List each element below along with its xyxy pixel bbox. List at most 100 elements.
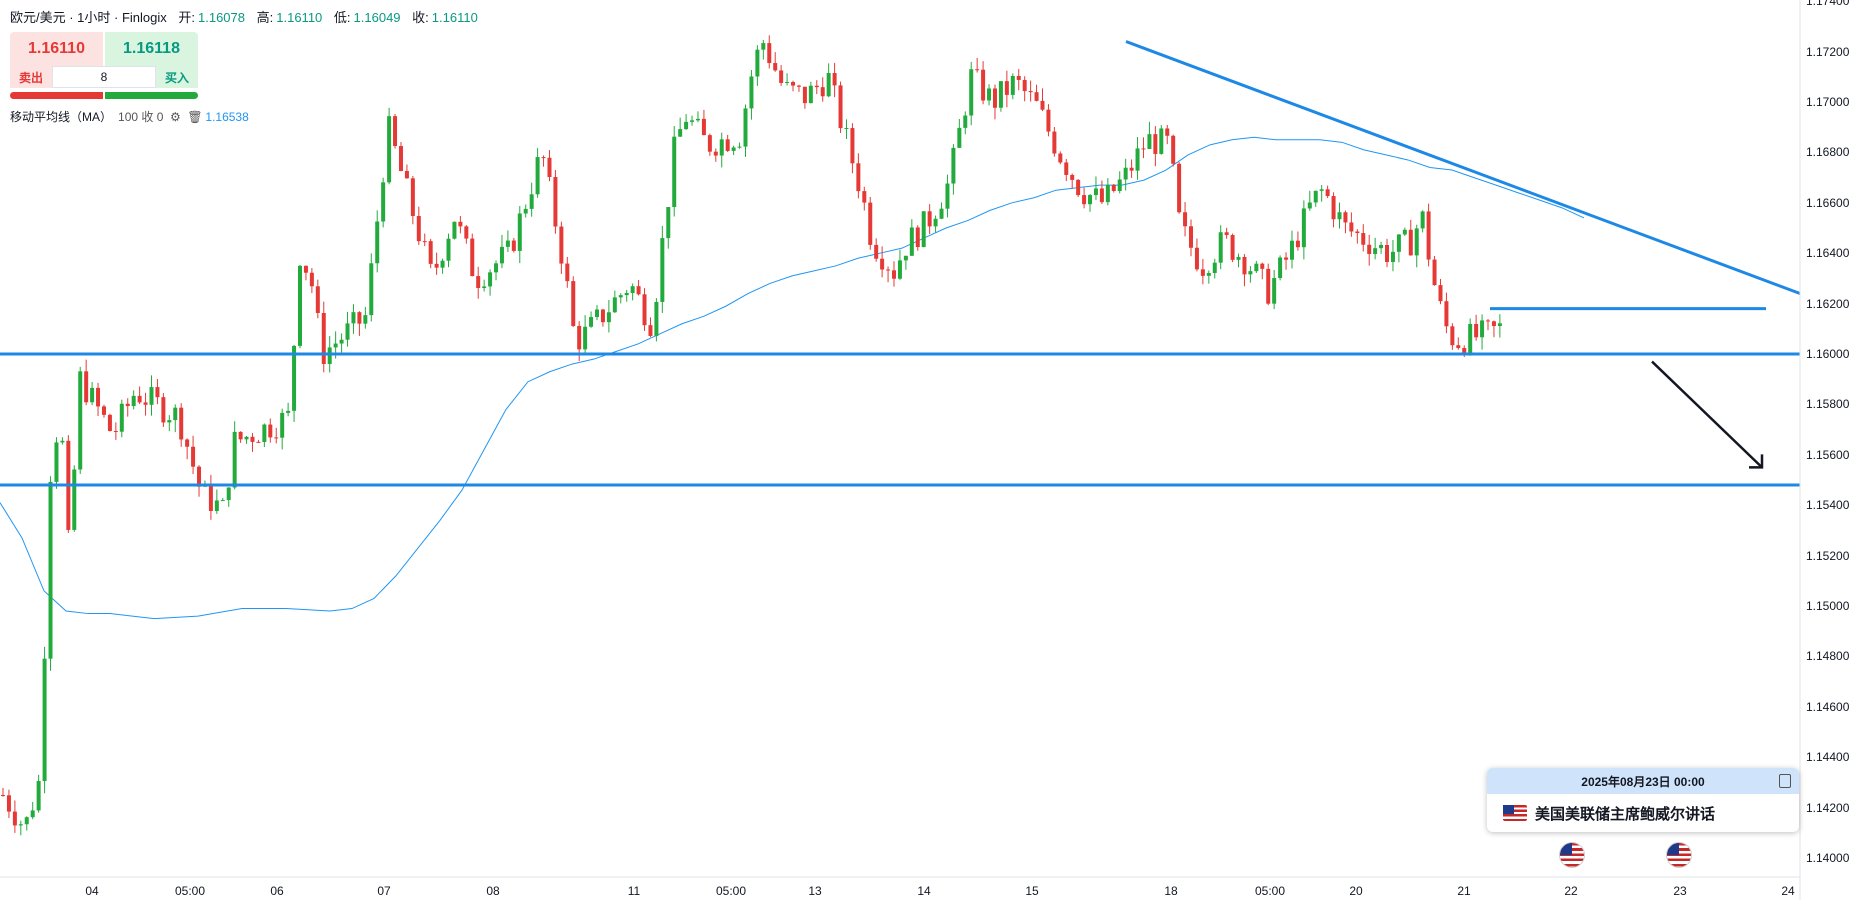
event-header: 2025年08月23日 00:00 — [1487, 768, 1799, 794]
candle — [992, 84, 997, 120]
candle — [464, 225, 469, 244]
candle — [892, 261, 896, 287]
candle — [939, 202, 944, 220]
candle — [565, 256, 570, 288]
candle — [398, 142, 403, 172]
candle — [363, 306, 368, 329]
candle — [1093, 176, 1098, 201]
candle — [1004, 70, 1009, 108]
x-tick-label: 08 — [486, 884, 500, 898]
x-tick-label: 06 — [270, 884, 284, 898]
settings-gear-icon[interactable]: ⚙ — [170, 109, 181, 124]
sell-price-button[interactable]: 1.16110 — [10, 32, 103, 66]
buy-button[interactable]: 买入 — [156, 66, 198, 88]
candle — [725, 134, 730, 152]
candle — [844, 119, 849, 140]
candle — [1183, 202, 1188, 237]
candle — [428, 238, 433, 269]
candle — [618, 293, 623, 304]
candle — [24, 816, 29, 831]
candle — [761, 39, 766, 60]
candle — [1468, 318, 1473, 356]
forecast-arrow-head — [1749, 454, 1764, 469]
us-flag-icon — [1503, 805, 1527, 821]
event-title: 美国美联储主席鲍威尔讲话 — [1535, 805, 1716, 823]
candle — [684, 114, 689, 130]
candle — [369, 253, 374, 322]
descending-trendline — [1125, 40, 1801, 295]
candle — [886, 266, 891, 283]
candle — [191, 435, 196, 475]
candle — [856, 153, 861, 199]
candle — [589, 311, 594, 328]
candle — [1414, 224, 1419, 268]
candle — [1385, 238, 1390, 268]
candle — [874, 238, 879, 262]
y-tick-label: 1.17400 — [1806, 0, 1850, 9]
candle — [1254, 260, 1259, 273]
candle — [321, 301, 326, 373]
candle — [137, 386, 142, 405]
candle — [345, 311, 350, 347]
candle — [48, 476, 53, 671]
ma-indicator-legend: 移动平均线（MA） 100 收 0 ⚙ 🗑 1.16538 — [10, 108, 249, 125]
candle — [303, 265, 308, 281]
candle — [1177, 162, 1182, 214]
candle — [814, 80, 819, 95]
candle — [1343, 210, 1348, 234]
candle — [666, 206, 671, 249]
candle — [802, 86, 807, 109]
candle — [197, 465, 202, 497]
candle — [173, 404, 178, 433]
ma-name[interactable]: 移动平均线（MA） — [10, 110, 113, 124]
candle — [1022, 76, 1027, 102]
quantity-input[interactable]: 8 — [52, 66, 156, 88]
close-label: 收: — [412, 10, 429, 25]
candle — [511, 237, 516, 253]
candle — [6, 789, 11, 818]
candle — [1111, 184, 1116, 193]
candle — [452, 221, 457, 240]
candle — [185, 438, 190, 460]
symbol-title[interactable]: 欧元/美元 · 1小时 · Finlogix — [10, 10, 167, 25]
candle — [927, 204, 932, 235]
event-card[interactable]: 2025年08月23日 00:00 美国美联储主席鲍威尔讲话 — [1487, 768, 1799, 832]
candle — [1248, 266, 1253, 283]
candle — [1301, 200, 1306, 260]
sell-button[interactable]: 卖出 — [10, 66, 52, 88]
candle — [648, 317, 653, 338]
buy-price-button[interactable]: 1.16118 — [105, 32, 198, 66]
y-tick-label: 1.15800 — [1806, 397, 1850, 412]
candle — [1295, 231, 1300, 251]
y-tick-label: 1.16600 — [1806, 195, 1850, 210]
candle — [767, 35, 772, 69]
trash-icon[interactable]: 🗑 — [187, 109, 203, 124]
candle — [654, 298, 659, 342]
candle — [1212, 258, 1217, 279]
low-label: 低: — [333, 10, 351, 25]
x-tick-label: 15 — [1025, 884, 1039, 898]
high-label: 高: — [256, 10, 274, 25]
candle — [897, 249, 902, 280]
candle — [642, 288, 647, 331]
moving-average-line — [0, 136, 1585, 620]
candle — [1396, 234, 1401, 263]
candle — [315, 279, 320, 319]
candle — [963, 111, 968, 135]
candle — [488, 269, 493, 296]
x-tick-label: 11 — [627, 884, 641, 898]
candle — [975, 57, 980, 73]
us-flag-event-marker-icon[interactable] — [1667, 843, 1691, 867]
candle — [250, 433, 255, 452]
event-datetime: 2025年08月23日 00:00 — [1581, 774, 1705, 789]
clipboard-icon[interactable] — [1779, 774, 1791, 788]
candle — [945, 174, 950, 218]
x-tick-label: 21 — [1457, 884, 1471, 898]
ma-params: 100 收 0 — [118, 110, 164, 124]
x-tick-label: 13 — [808, 884, 822, 898]
us-flag-event-marker-icon[interactable] — [1560, 843, 1584, 867]
candle — [1218, 225, 1223, 270]
candle — [595, 305, 599, 321]
candle — [434, 252, 439, 275]
